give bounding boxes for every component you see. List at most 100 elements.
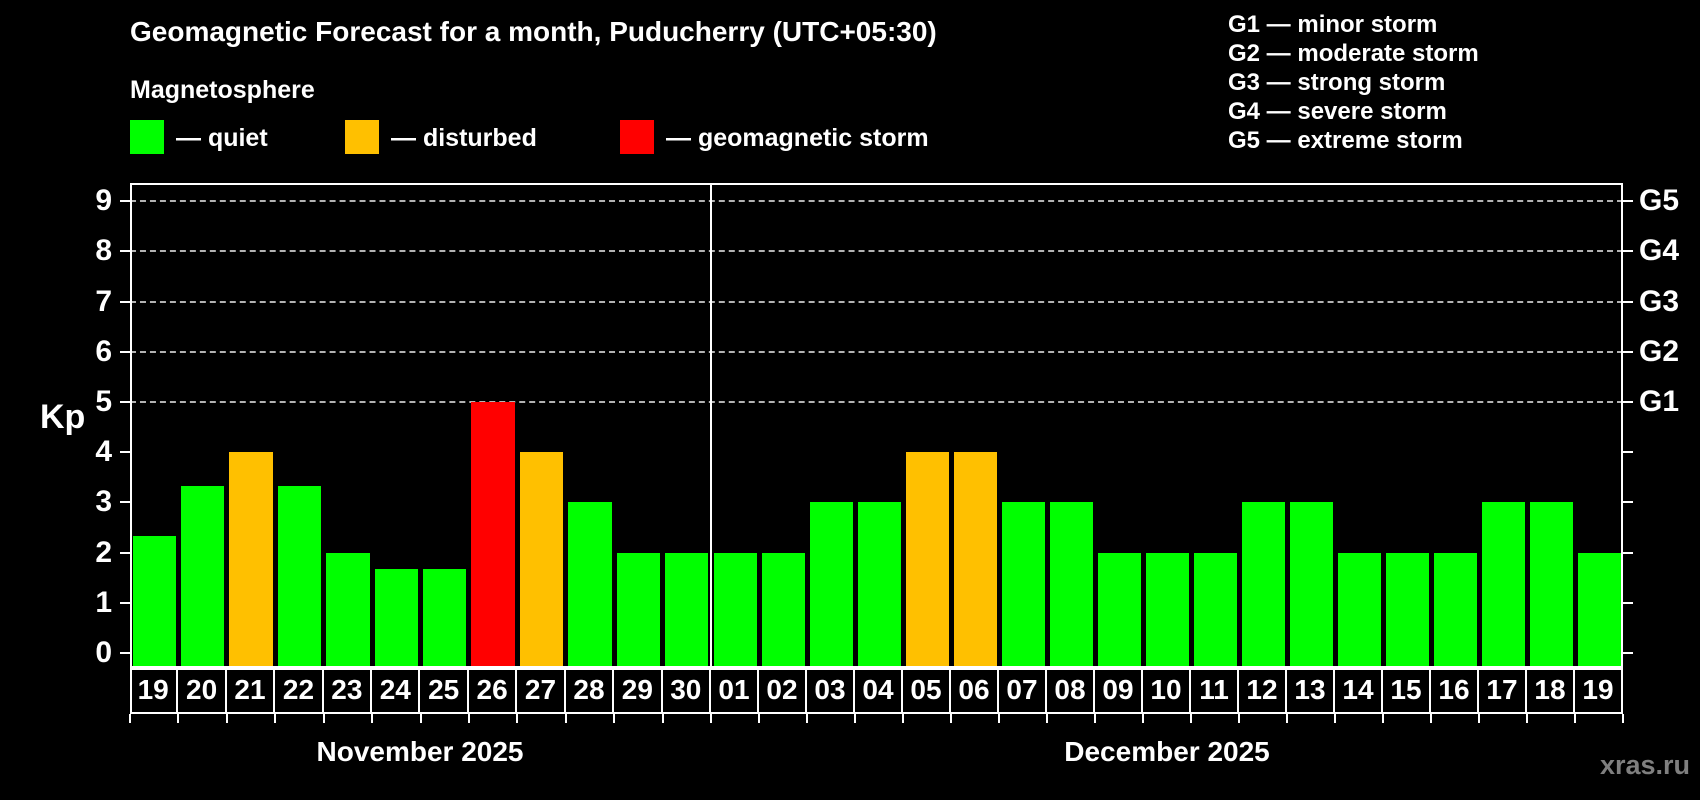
g-axis-label-g3: G3 xyxy=(1639,284,1680,318)
date-cell-30: 30 xyxy=(663,668,711,714)
y-tick-label-4: 4 xyxy=(95,435,112,469)
date-boundary-tick xyxy=(467,714,470,723)
date-cell-28: 28 xyxy=(566,668,615,714)
bar-november-26 xyxy=(471,402,515,668)
y-tick-right-9 xyxy=(1623,200,1633,203)
date-cell-21: 21 xyxy=(227,668,276,714)
bar-november-27 xyxy=(519,452,564,668)
bar-december-04 xyxy=(857,502,901,668)
bar-november-20 xyxy=(180,485,225,668)
g2-legend-line: G2 — moderate storm xyxy=(1228,40,1479,67)
bar-november-28 xyxy=(568,502,612,668)
gridline-kp5 xyxy=(130,401,1623,403)
g-scale-legend: G1 — minor storm G2 — moderate storm G3 … xyxy=(1228,10,1479,155)
y-tick-right-8 xyxy=(1623,250,1633,253)
g-axis-label-g5: G5 xyxy=(1639,184,1680,218)
date-boundary-tick xyxy=(1094,714,1096,723)
date-cell-27: 27 xyxy=(517,668,566,714)
legend-item-quiet xyxy=(130,120,164,156)
y-axis-title: Kp xyxy=(40,398,86,436)
month-label-november: November 2025 xyxy=(316,736,524,767)
y-tick-left-4 xyxy=(120,451,130,454)
date-boundary-tick xyxy=(1622,714,1624,723)
date-boundary-tick xyxy=(177,714,180,723)
y-tick-left-0 xyxy=(120,652,130,654)
date-cell-23: 23 xyxy=(324,668,373,714)
g-axis-label-g4: G4 xyxy=(1639,234,1680,268)
legend-item-disturbed xyxy=(345,120,379,156)
date-boundary-tick xyxy=(854,714,856,723)
date-cell-18: 18 xyxy=(1527,668,1575,714)
y-tick-left-9 xyxy=(120,200,130,203)
date-row-frame xyxy=(130,668,1623,714)
bar-december-16 xyxy=(1433,552,1477,668)
y-tick-left-1 xyxy=(120,601,130,604)
date-cell-24: 24 xyxy=(372,668,421,714)
y-tick-label-5: 5 xyxy=(95,385,112,418)
date-boundary-tick xyxy=(806,714,808,723)
bar-december-07 xyxy=(1001,502,1045,668)
date-cell-13: 13 xyxy=(1287,668,1335,714)
date-boundary-tick xyxy=(661,714,664,723)
date-boundary-tick xyxy=(1286,714,1288,723)
y-tick-label-8: 8 xyxy=(95,234,112,268)
y-tick-left-2 xyxy=(120,551,130,554)
watermark: xras.ru xyxy=(1599,750,1690,780)
date-cell-17: 17 xyxy=(1479,668,1527,714)
quiet-swatch-icon xyxy=(130,120,164,154)
bar-december-17 xyxy=(1481,502,1525,668)
y-tick-right-1 xyxy=(1623,601,1633,604)
storm-swatch-icon xyxy=(620,120,654,154)
y-tick-right-0 xyxy=(1623,652,1633,654)
disturbed-swatch-icon xyxy=(345,120,379,154)
g3-legend-line: G3 — strong storm xyxy=(1228,69,1446,96)
date-cell-20: 20 xyxy=(178,668,227,714)
y-tick-left-3 xyxy=(120,501,130,504)
bar-december-01 xyxy=(713,552,757,668)
date-boundary-tick xyxy=(1430,714,1432,723)
date-boundary-tick xyxy=(225,714,228,723)
y-tick-label-7: 7 xyxy=(95,284,112,318)
date-boundary-tick xyxy=(1478,714,1480,723)
plot-frame xyxy=(130,183,1623,668)
g-axis-label-g1: G1 xyxy=(1639,385,1680,418)
date-boundary-tick xyxy=(1574,714,1576,723)
bar-december-08 xyxy=(1049,502,1093,668)
date-boundary-tick xyxy=(998,714,1000,723)
bar-december-03 xyxy=(809,502,853,668)
y-tick-right-3 xyxy=(1623,501,1633,504)
y-tick-left-8 xyxy=(120,250,130,253)
date-boundary-tick xyxy=(613,714,616,723)
date-boundary-tick xyxy=(1142,714,1144,723)
gridline-kp6 xyxy=(130,350,1623,353)
date-cell-26: 26 xyxy=(469,668,518,714)
bar-december-13 xyxy=(1289,502,1333,668)
date-cell-19: 19 xyxy=(130,668,179,714)
bar-december-19 xyxy=(1577,552,1621,668)
legend-item-storm xyxy=(620,120,654,156)
bar-november-23 xyxy=(326,552,370,668)
y-tick-right-4 xyxy=(1623,451,1633,454)
date-boundary-tick xyxy=(419,714,422,723)
y-tick-right-5 xyxy=(1623,401,1633,403)
bar-november-22 xyxy=(277,485,322,668)
legend-label-storm: — geomagnetic storm xyxy=(666,124,929,152)
date-cell-07: 07 xyxy=(999,668,1047,714)
date-boundary-tick xyxy=(710,714,712,723)
date-cell-08: 08 xyxy=(1047,668,1095,714)
date-cell-10: 10 xyxy=(1143,668,1191,714)
magnetosphere-label: Magnetosphere xyxy=(130,76,315,104)
date-cell-16: 16 xyxy=(1431,668,1479,714)
y-tick-label-9: 9 xyxy=(95,184,112,218)
g5-legend-line: G5 — extreme storm xyxy=(1228,127,1463,154)
bar-december-09 xyxy=(1097,552,1141,668)
bar-december-14 xyxy=(1337,552,1381,668)
bar-november-25 xyxy=(423,569,467,668)
y-tick-label-2: 2 xyxy=(95,535,112,569)
date-cell-11: 11 xyxy=(1191,668,1239,714)
bar-december-18 xyxy=(1529,502,1573,668)
date-cell-14: 14 xyxy=(1335,668,1383,714)
date-boundary-tick xyxy=(129,714,131,723)
legend-label-quiet: — quiet xyxy=(176,124,268,152)
